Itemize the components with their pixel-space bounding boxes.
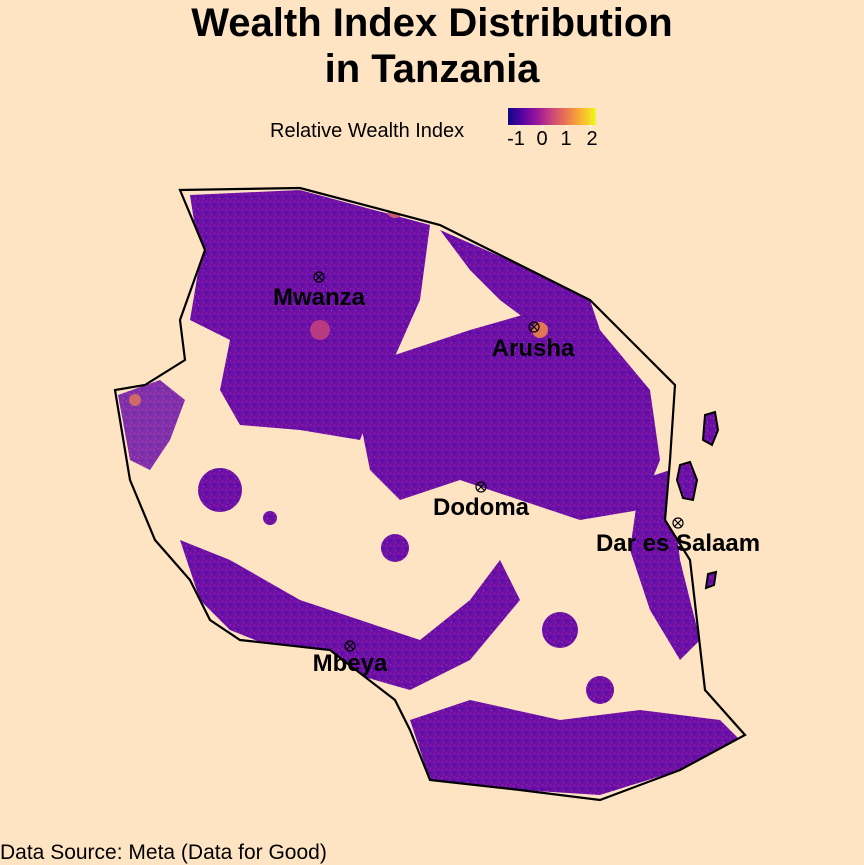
wealth-region-southwest [180,540,520,690]
map-title-line-1: Wealth Index Distribution [191,1,673,45]
legend-colorbar: -1 0 1 2 [507,108,598,150]
legend-title: Relative Wealth Index [270,120,465,142]
city-marker-dodoma [475,481,487,493]
wealth-patch [198,468,242,512]
legend-tick-mark [542,125,543,129]
legend-tick-mark [590,125,591,129]
wealth-raster [118,190,740,795]
wealth-patch [542,612,578,648]
legend-tick-label: 2 [586,128,598,150]
city-label-mwanza: Mwanza [273,284,366,311]
wealth-region-west [118,380,185,470]
city-label-mbeya: Mbeya [313,650,388,677]
zanzibar-island [675,460,699,502]
city-labels: Mwanza Arusha Dodoma Dar es Salaam Mbeya [273,284,760,677]
city-marker-mbeya [344,640,356,652]
color-legend: Relative Wealth Index -1 0 1 2 [270,108,610,158]
city-label-dodoma: Dodoma [433,494,530,521]
city-marker-mwanza [313,271,325,283]
pemba-island [701,410,720,447]
wealth-region-northeast [440,230,600,330]
legend-tick-mark [566,125,567,129]
wealth-patch [310,320,330,340]
map-title: Wealth Index Distribution in Tanzania [0,0,864,92]
wealth-patch [586,676,614,704]
legend-tick-mark [518,125,519,129]
legend-tick-label: 1 [560,128,572,150]
wealth-region-south [410,700,740,795]
city-markers [313,271,684,652]
wealth-patch [381,534,409,562]
city-marker-arusha [528,321,540,333]
wealth-patch [263,511,277,525]
mafia-island [704,570,718,590]
data-source-caption: Data Source: Meta (Data for Good) [0,841,327,864]
wealth-patch [129,394,141,406]
city-label-dar-es-salaam: Dar es Salaam [596,530,760,557]
legend-tick-label: -1 [507,128,525,150]
city-label-arusha: Arusha [492,335,575,362]
map-title-line-2: in Tanzania [324,47,540,91]
wealth-region-northwest [190,190,430,440]
country-border [113,186,747,802]
wealth-region-coast [630,470,700,660]
city-marker-dar-es-salaam [672,517,684,529]
wealth-patch [532,322,548,338]
legend-tick-label: 0 [536,128,548,150]
wealth-region-central [360,310,660,520]
